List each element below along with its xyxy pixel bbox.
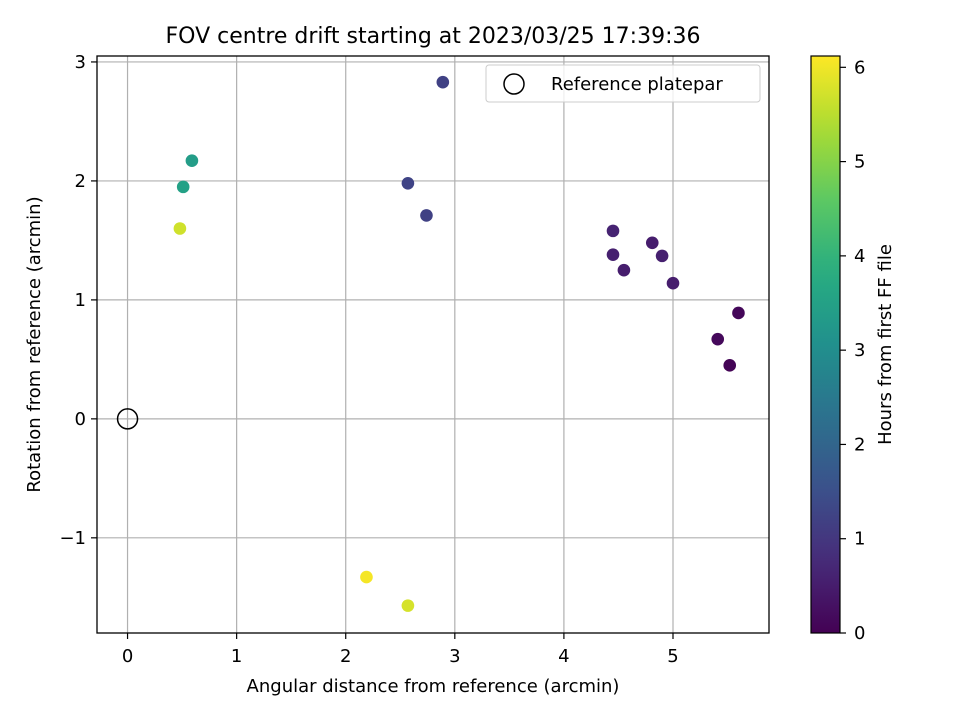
data-point: [606, 248, 620, 261]
data-point: [645, 236, 659, 250]
legend-marker-icon: [503, 73, 525, 95]
grid-lines: [97, 56, 769, 633]
data-point: [420, 209, 433, 222]
legend-box: [485, 64, 761, 103]
x-tick-label: 0: [122, 646, 133, 667]
reference-point-marker: [116, 408, 139, 430]
x-tick-label: 5: [667, 646, 678, 667]
chart-title: FOV centre drift starting at 2023/03/25 …: [166, 24, 701, 49]
x-tick-label: 3: [449, 646, 460, 667]
y-tick-label: 3: [75, 52, 86, 73]
data-point: [666, 276, 680, 290]
colorbar-label: Hours from first FF file: [875, 244, 896, 445]
data-point: [723, 359, 737, 372]
colorbar-tick-label: 5: [854, 152, 865, 173]
data-point: [606, 224, 620, 238]
y-tick-label: −1: [59, 528, 86, 549]
colorbar-tick-label: 6: [854, 57, 865, 78]
data-point: [401, 599, 415, 612]
data-point: [732, 306, 745, 320]
x-tick-label: 4: [558, 646, 569, 667]
plot-frame: [96, 55, 770, 634]
data-point: [401, 176, 415, 190]
colorbar-gradient: [810, 55, 841, 634]
data-point: [185, 154, 199, 167]
colorbar-tick-label: 1: [854, 529, 865, 550]
data-point: [173, 222, 187, 235]
x-tick-label: 1: [231, 646, 242, 667]
legend: Reference platepar: [485, 64, 761, 103]
data-point: [436, 75, 450, 89]
x-axis-label: Angular distance from reference (arcmin): [247, 676, 620, 697]
colorbar-tick-label: 2: [854, 434, 865, 455]
data-points: [173, 75, 745, 612]
data-point: [360, 570, 373, 584]
x-axis-ticks: 0 1 2 3 4 5: [122, 633, 679, 667]
y-tick-label: 2: [75, 171, 86, 192]
colorbar: 0 1 2 3 4 5 6 Hours from first FF file: [810, 55, 896, 644]
colorbar-tick-label: 4: [854, 246, 865, 267]
y-axis-ticks: −1 0 1 2 3: [59, 52, 97, 549]
x-tick-label: 2: [340, 646, 351, 667]
data-point: [617, 263, 631, 277]
data-point: [711, 332, 725, 346]
data-point: [655, 249, 669, 263]
y-tick-label: 1: [75, 290, 86, 311]
colorbar-ticks: 0 1 2 3 4 5 6: [840, 57, 865, 644]
reference-marker: [116, 408, 139, 430]
legend-entry: Reference platepar: [551, 74, 723, 95]
data-point: [176, 180, 190, 194]
y-axis-label: Rotation from reference (arcmin): [24, 196, 45, 492]
y-tick-label: 0: [75, 409, 86, 430]
colorbar-tick-label: 0: [854, 623, 865, 644]
colorbar-tick-label: 3: [854, 340, 865, 361]
